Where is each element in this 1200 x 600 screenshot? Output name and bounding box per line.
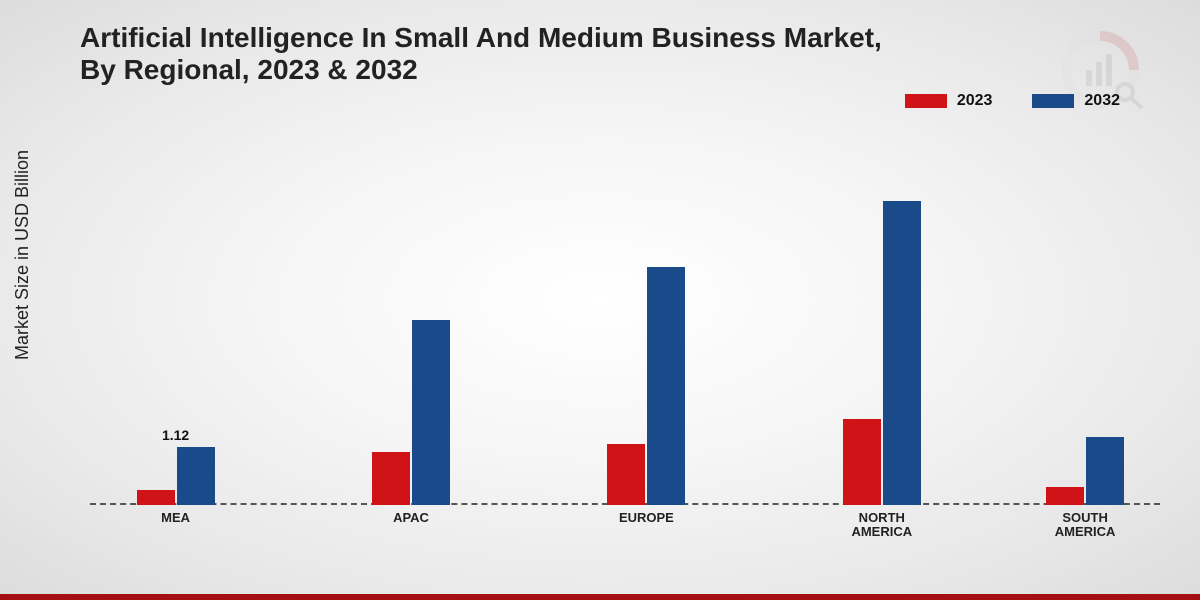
legend-item-2023: 2023 — [905, 92, 993, 110]
category-group: SOUTH AMERICA — [1015, 150, 1155, 505]
category-group: MEA1.12 — [106, 150, 246, 505]
bar — [843, 419, 881, 505]
bar — [137, 490, 175, 505]
legend-swatch-2023 — [905, 94, 947, 108]
bar — [412, 320, 450, 505]
category-group: EUROPE — [576, 150, 716, 505]
footer-accent-bar — [0, 594, 1200, 600]
bar — [372, 452, 410, 505]
bar — [177, 447, 215, 505]
bar — [1086, 437, 1124, 505]
category-group: NORTH AMERICA — [812, 150, 952, 505]
category-label: NORTH AMERICA — [851, 511, 912, 540]
legend-label-2023: 2023 — [957, 92, 993, 110]
bar-pair — [607, 267, 685, 505]
chart-container: Artificial Intelligence In Small And Med… — [0, 0, 1200, 600]
bar-pair — [1046, 437, 1124, 505]
legend-item-2032: 2032 — [1032, 92, 1120, 110]
bar — [1046, 487, 1084, 505]
legend-swatch-2032 — [1032, 94, 1074, 108]
legend-label-2032: 2032 — [1084, 92, 1120, 110]
plot-area: MEA1.12 APAC EUROPE NORTH AMERICA SOUTH AMER… — [90, 150, 1160, 505]
bar-value-label: 1.12 — [162, 427, 189, 443]
category-label: EUROPE — [619, 511, 674, 525]
y-axis-label: Market Size in USD Billion — [12, 150, 33, 360]
chart-title: Artificial Intelligence In Small And Med… — [80, 22, 900, 86]
bar — [647, 267, 685, 505]
bar — [883, 201, 921, 505]
bar-pair — [137, 447, 215, 505]
bar — [607, 444, 645, 505]
bar-pair — [372, 320, 450, 505]
legend: 2023 2032 — [905, 92, 1120, 110]
category-group: APAC — [341, 150, 481, 505]
category-label: APAC — [393, 511, 429, 525]
category-label: MEA — [161, 511, 190, 525]
category-label: SOUTH AMERICA — [1055, 511, 1116, 540]
bar-pair — [843, 201, 921, 505]
